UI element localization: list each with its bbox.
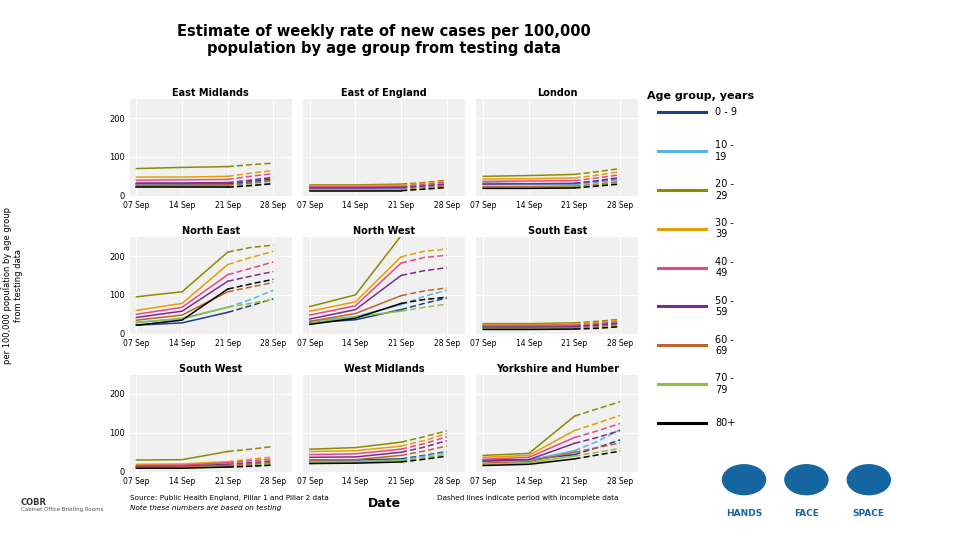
Text: 70 -
79: 70 - 79 (715, 374, 734, 395)
Text: Date: Date (368, 497, 400, 510)
Text: 40 -
49: 40 - 49 (715, 257, 734, 278)
Text: 30 -
39: 30 - 39 (715, 218, 734, 239)
Text: HANDS: HANDS (726, 509, 762, 518)
Title: London: London (538, 88, 578, 98)
Title: North West: North West (353, 226, 415, 236)
Text: 80+: 80+ (715, 418, 735, 428)
Title: Yorkshire and Humber: Yorkshire and Humber (496, 364, 619, 374)
Text: FACE: FACE (794, 509, 819, 518)
Text: Age group, years: Age group, years (647, 91, 755, 101)
Text: Note these numbers are based on testing: Note these numbers are based on testing (130, 505, 281, 511)
Title: East Midlands: East Midlands (172, 88, 249, 98)
Title: South East: South East (528, 226, 587, 236)
Text: 0 - 9: 0 - 9 (715, 107, 737, 117)
Text: SPACE: SPACE (852, 509, 885, 518)
Text: Estimate of weekly rate of new cases per 100,000
population by age group from te: Estimate of weekly rate of new cases per… (178, 24, 590, 56)
Title: East of England: East of England (341, 88, 427, 98)
Text: COBR: COBR (21, 498, 47, 507)
Title: South West: South West (180, 364, 242, 374)
Text: Estimate of weekly rate of new cases
per 100,000 population by age group
from te: Estimate of weekly rate of new cases per… (0, 207, 23, 364)
Text: 20 -
29: 20 - 29 (715, 179, 734, 200)
Text: 50 -
59: 50 - 59 (715, 296, 734, 317)
Text: Cabinet Office Briefing Rooms: Cabinet Office Briefing Rooms (21, 507, 104, 512)
Text: Dashed lines indicate period with incomplete data: Dashed lines indicate period with incomp… (437, 495, 618, 500)
Text: 60 -
69: 60 - 69 (715, 335, 734, 356)
Text: Source: Public Health England, Pillar 1 and Pillar 2 data: Source: Public Health England, Pillar 1 … (130, 495, 328, 500)
Text: 10 -
19: 10 - 19 (715, 140, 734, 161)
Title: North East: North East (181, 226, 240, 236)
Title: West Midlands: West Midlands (344, 364, 424, 374)
